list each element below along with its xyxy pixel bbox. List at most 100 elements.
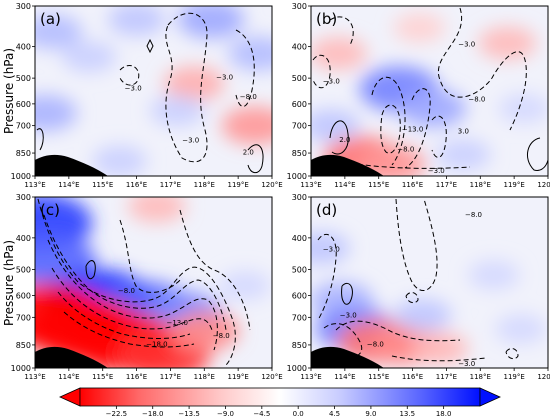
x-tick-label-c-4: 117°E [160,373,181,381]
x-tick-label-b-7: 120°E [537,181,550,189]
contour-label-b-3: −13.0 [402,126,423,134]
anomaly-blob-a-4 [228,36,272,71]
y-axis-label-a: Pressure (hPa) [2,48,16,134]
anomaly-blob-c-9 [169,310,240,351]
contour-label-d-3: −8.0 [367,341,384,349]
anomaly-blob-c-11 [219,270,271,301]
y-ticks-d: 300 400 500 600 700 850 1000 [287,193,311,373]
colorbar-extend-left [59,387,81,407]
anomaly-blob-d-6 [393,298,452,332]
contour-b-neg3-left [312,54,331,89]
x-tick-label-a-3: 116°E [126,181,147,189]
y-ticks-b: 300 400 500 600 700 850 1000 [287,2,311,181]
contour-c-5 [57,291,191,339]
contour-b-pos2-right [526,137,548,171]
contour-c-2 [43,214,227,331]
contour-d-small1 [405,292,419,304]
y-tick-label-a-5: 850 [16,149,31,158]
x-tick-label-c-7: 120°E [261,373,282,381]
contour-label-a-1: −3.0 [216,74,233,82]
contour-b-neg3-big [437,7,527,131]
anomaly-blob-a-3 [177,6,245,39]
terrain-a [35,154,108,176]
x-tick-label-b-3: 116°E [402,181,423,189]
anomaly-blob-b-4 [478,26,537,60]
y-tick-label-d-6: 1000 [287,364,307,373]
terrain-c [35,346,108,368]
x-tick-label-a-2: 115°E [92,181,113,189]
y-tick-label-c-3: 600 [16,291,31,300]
contours-b [312,7,548,171]
colorbar-tick-label-3: −9.0 [217,410,234,417]
y-tick-label-d-3: 600 [292,291,307,300]
x-ticks-d: 113°E 114°E 115°E 116°E 117°E 118°E 119°E 120°E [300,368,550,381]
contour-labels-b: −3.0 −3.0 −8.0 −13.0 −8.0 2.0 −3.0 3.0 [323,41,486,176]
x-tick-label-c-3: 116°E [126,373,147,381]
terrain-d [311,346,384,368]
anomaly-field-a [35,6,272,176]
y-tick-label-b-0: 300 [292,2,307,11]
anomaly-blob-a-0 [35,14,83,50]
y-tick-label-a-4: 700 [16,122,31,131]
contour-d-neg3-left [317,234,337,321]
contour-label-a-4: 2.0 [243,149,254,157]
frame-b [310,5,549,177]
anomaly-blob-d-7 [468,260,520,290]
colorbar-tick-label-0: −22.5 [106,410,127,417]
contours-a [36,12,264,174]
terrain-b [311,154,384,176]
contour-label-d-1: −3.0 [323,245,340,253]
contour-c-4 [51,267,213,331]
contour-a-diamond [146,38,154,54]
anomaly-blob-b-3 [399,89,467,128]
x-tick-label-d-5: 118°E [470,373,491,381]
y-tick-label-b-4: 700 [292,122,307,131]
y-tick-label-a-6: 1000 [11,172,31,181]
y-tick-label-a-3: 600 [16,100,31,109]
y-tick-label-d-0: 300 [292,193,307,202]
colorbar-tick-label-4: −4.5 [253,410,270,417]
contour-label-d-2: −3.0 [340,311,357,319]
x-tick-label-d-4: 117°E [436,373,457,381]
y-tick-label-c-5: 850 [16,341,31,350]
contour-b-3 [431,115,447,158]
contour-b-pos2 [329,120,349,155]
contour-label-c-3: −8.0 [213,332,230,340]
colorbar-tick-label-7: 9.0 [365,410,376,417]
contour-label-b-1: −3.0 [458,41,475,49]
contour-c-6 [63,311,195,348]
anomaly-blob-a-9 [92,145,147,176]
contour-c-pos [85,260,96,280]
anomaly-blob-a-8 [149,95,205,127]
frame-a [34,5,273,177]
contour-a-neg8 [235,29,255,107]
colorbar-tick-label-5: 0.0 [293,410,304,417]
y-tick-label-c-2: 500 [16,266,31,275]
contour-b-neg3-bottom [341,161,471,169]
y-tick-label-a-0: 300 [16,2,31,11]
y-tick-label-b-1: 400 [292,43,307,52]
contour-d-small2 [505,348,519,360]
contour-label-c-2: −18.0 [146,341,167,349]
anomaly-blob-a-2 [107,6,166,36]
colorbar: −22.5 −18.0 −13.5 −9.0 −4.5 0.0 4.5 9.0 13.5 18.0 [59,387,501,417]
frame-c [34,196,273,369]
anomaly-blob-b-1 [393,13,446,43]
anomaly-blob-b-5 [498,93,548,124]
y-tick-label-c-6: 1000 [11,364,31,373]
contour-labels-a: −3.0 −3.0 −8.0 −3.0 2.0 [125,74,257,157]
contour-b-neg8-right [404,88,431,169]
y-ticks-c: 300 400 500 600 700 850 1000 [11,193,35,373]
contour-label-b-2: −8.0 [468,95,485,103]
x-tick-label-c-2: 115°E [92,373,113,381]
x-tick-label-c-0: 113°E [24,373,45,381]
x-ticks-b: 113°E 114°E 115°E 116°E 117°E 118°E 119°E 120°E [300,176,550,189]
y-tick-label-a-1: 400 [16,43,31,52]
y-tick-label-b-3: 600 [292,100,307,109]
contour-c-3 [47,239,218,351]
anomaly-blob-b-0 [311,37,367,70]
